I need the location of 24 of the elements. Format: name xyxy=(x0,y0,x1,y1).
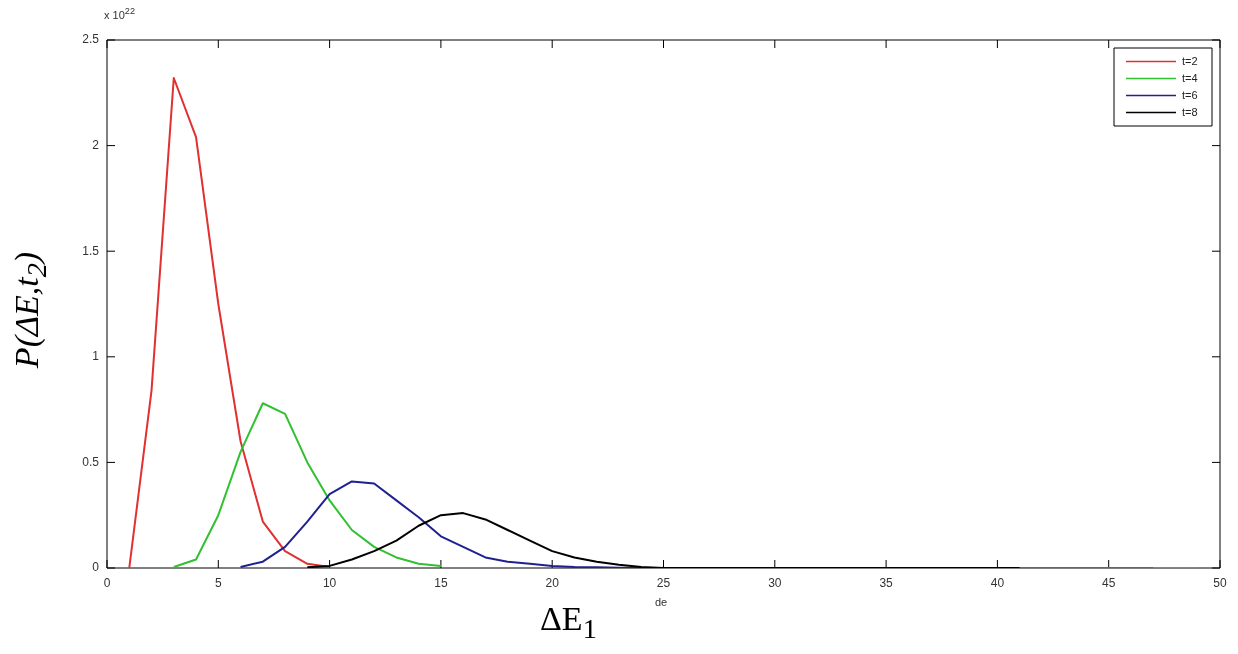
x-tick-label: 25 xyxy=(656,575,671,590)
x-axis-title: ΔE$_{1}$ xyxy=(540,600,597,645)
x-tick-label: 40 xyxy=(990,575,1005,590)
x-tick-label: 15 xyxy=(434,575,448,590)
legend-label: t=8 xyxy=(1182,105,1198,118)
legend-label: t=4 xyxy=(1182,71,1198,84)
x-tick-label: 50 xyxy=(1213,575,1227,590)
y-tick-label: 2 xyxy=(92,137,100,152)
x-tick-label: 5 xyxy=(214,575,222,590)
y-tick-label: 0 xyxy=(92,560,100,575)
y-tick-label: 2.5 xyxy=(82,32,100,47)
text: de xyxy=(655,596,668,608)
y-tick-label: 0.5 xyxy=(82,454,100,469)
x-tick-label: 35 xyxy=(879,575,894,590)
y-tick-label: 1 xyxy=(92,349,100,364)
x-tick-label: 20 xyxy=(545,575,560,590)
x-tick-label: 0 xyxy=(103,575,111,590)
x-tick-label: 10 xyxy=(322,575,337,590)
legend-label: t=2 xyxy=(1182,54,1198,67)
legend-label: t=6 xyxy=(1182,88,1198,101)
x-tick-label: 30 xyxy=(768,575,782,590)
y-tick-label: 1.5 xyxy=(82,243,100,258)
x-tick-label: 45 xyxy=(1102,575,1116,590)
text: x 10$^{22}$ xyxy=(104,6,135,21)
